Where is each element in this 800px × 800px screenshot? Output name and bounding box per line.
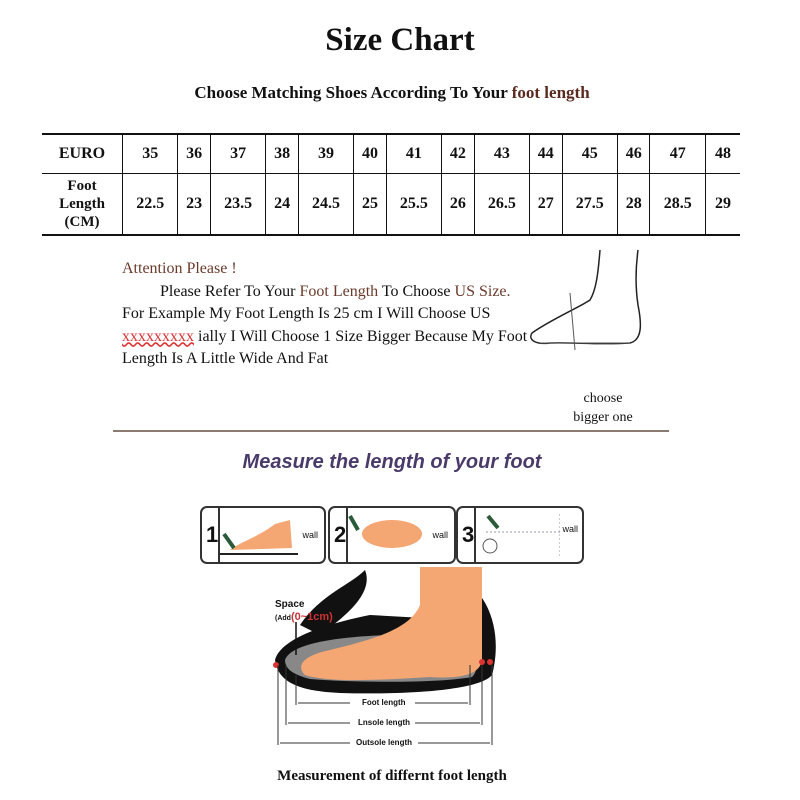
euro-size-cell: 42: [441, 134, 475, 174]
euro-size-cell: 39: [297, 134, 354, 174]
euro-size-cell: 48: [705, 134, 740, 174]
outsole-length-label: Outsole length: [356, 738, 412, 747]
euro-size-cell: 46: [616, 134, 650, 174]
foot-length-cell: 28.5: [649, 173, 706, 235]
foot-sketch-icon: [530, 249, 642, 351]
foot-length-header: Foot Length (CM): [42, 174, 123, 236]
foot-length-cell: 27: [529, 173, 563, 235]
add-value: (0~1cm): [290, 611, 333, 623]
note-redacted: xxxxxxxxx: [122, 327, 194, 345]
header-line: Length: [59, 196, 105, 212]
foot-top-icon: [348, 515, 422, 548]
foot-length-cell: 23: [177, 173, 211, 235]
euro-size-cell: 38: [265, 134, 299, 174]
step-1: 1 wall: [200, 506, 326, 564]
note-highlight: Foot Length: [299, 282, 379, 300]
foot-side-icon: [220, 520, 298, 555]
attention-heading: Attention Please !: [122, 260, 237, 277]
header-line: (CM): [64, 214, 100, 230]
caption: Measurement of differnt foot length: [277, 768, 507, 784]
header-line: Foot: [67, 178, 97, 194]
subtitle: Choose Matching Shoes According To Your …: [0, 83, 784, 103]
note-text: ially I Will Choose 1 Size Bigger Becaus…: [122, 327, 528, 368]
step-number: 1: [206, 522, 219, 547]
euro-size-cell: 37: [209, 134, 266, 174]
page-title: Size Chart: [325, 22, 475, 58]
subtitle-text: Choose Matching Shoes According To Your: [194, 83, 512, 102]
note-text: Please Refer To Your: [160, 282, 300, 300]
note-text: For Example My Foot Length Is 25 cm I Wi…: [122, 305, 491, 322]
euro-size-cell: 36: [177, 134, 211, 174]
foot-length-cell: 25.5: [385, 173, 442, 235]
subtitle-highlight: foot length: [511, 83, 590, 102]
step-3: 3 wall: [456, 506, 584, 564]
foot-length-cell: 26: [441, 173, 475, 235]
foot-length-cell: 24: [265, 173, 299, 235]
euro-size-cell: 47: [649, 134, 706, 174]
step-number: 3: [462, 522, 475, 547]
note-highlight: US Size.: [454, 282, 511, 300]
wall-label: wall: [302, 530, 318, 540]
size-table: EURO 35 36 37 38 39 40 41 42 43 44 45 46 47 48 Foot Len…: [42, 133, 740, 236]
ruler-icon: [482, 514, 560, 556]
space-label: Space: [275, 599, 305, 610]
foot-length-cell: 28: [616, 173, 650, 235]
euro-header: EURO: [42, 134, 123, 174]
foot-length-row: Foot Length (CM) 22.5 23 23.5 24 24.5 25 25.5 26 26…: [42, 173, 740, 236]
step-number: 2: [334, 522, 347, 547]
wall-label: wall: [432, 530, 448, 540]
euro-size-cell: 41: [385, 134, 442, 174]
foot-length-cell: 26.5: [473, 173, 530, 235]
note-line: bigger one: [573, 410, 633, 425]
euro-size-cell: 43: [473, 134, 530, 174]
foot-length-cell: 29: [705, 173, 740, 235]
shoe-diagram: [273, 567, 496, 745]
divider: [113, 430, 669, 432]
euro-size-cell: 45: [561, 134, 618, 174]
foot-length-cell: 24.5: [297, 173, 354, 235]
foot-length-cell: 27.5: [561, 173, 618, 235]
wall-label: wall: [562, 524, 578, 534]
euro-size-cell: 40: [353, 134, 387, 174]
foot-length-label: Foot length: [362, 698, 406, 707]
note-text: To Choose: [378, 282, 455, 300]
foot-length-cell: 25: [353, 173, 387, 235]
euro-size-cell: 35: [121, 134, 178, 174]
measure-heading: Measure the length of your foot: [242, 451, 542, 473]
choose-bigger-note: choose bigger one: [566, 389, 640, 427]
insole-length-label: Lnsole length: [358, 718, 410, 727]
foot-length-cell: 23.5: [209, 173, 266, 235]
add-label: (Add(0~1cm): [275, 611, 333, 623]
attention-note: Attention Please ! Please Refer To Your …: [122, 258, 532, 371]
euro-size-cell: 44: [529, 134, 563, 174]
note-line: choose: [583, 391, 623, 406]
euro-row: EURO 35 36 37 38 39 40 41 42 43 44 45 46 47 48: [42, 134, 740, 174]
step-2: 2 wall: [328, 506, 456, 564]
add-prefix: (Add: [275, 615, 291, 622]
foot-length-cell: 22.5: [121, 173, 178, 235]
